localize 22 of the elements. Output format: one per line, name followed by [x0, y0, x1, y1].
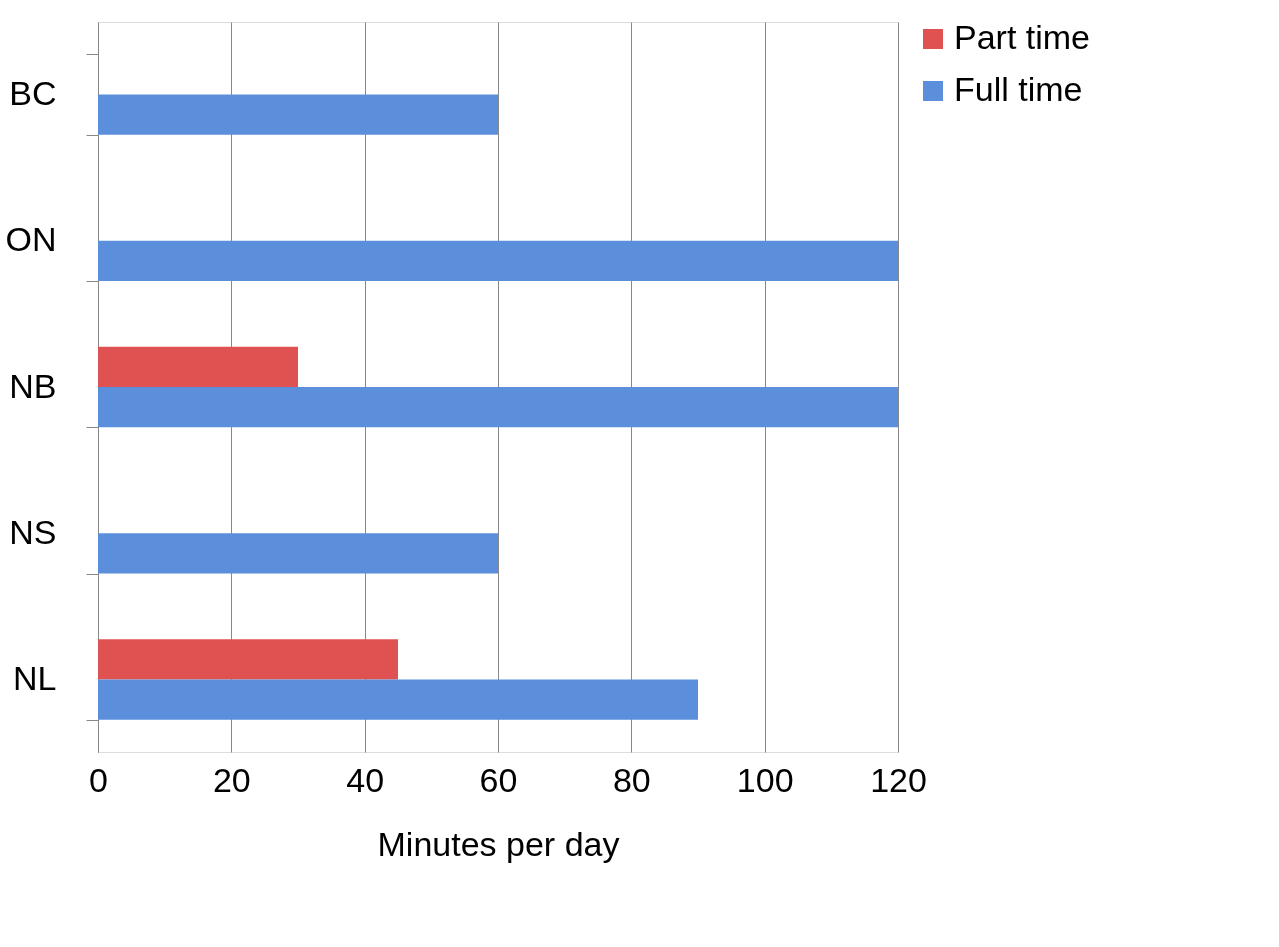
- bar: [98, 639, 398, 680]
- x-tick-label: 100: [736, 760, 794, 799]
- x-axis-title: Minutes per day: [377, 824, 620, 863]
- x-tick-label: 0: [89, 760, 108, 799]
- x-tick-label: 40: [346, 760, 385, 799]
- x-tick-label: 120: [870, 760, 927, 799]
- bar: [98, 679, 698, 720]
- bar: [98, 533, 498, 574]
- x-tick-label: 60: [479, 760, 518, 799]
- x-tick-label: 80: [612, 760, 651, 799]
- y-tick-label: BC: [9, 73, 57, 112]
- bar: [98, 387, 898, 428]
- y-tick-label: NS: [9, 512, 57, 551]
- x-tick-label: 20: [212, 760, 251, 799]
- legend-label: Full time: [954, 70, 1083, 108]
- bar: [98, 94, 498, 135]
- legend-label: Part time: [954, 18, 1091, 56]
- bar: [98, 240, 898, 281]
- bar: [98, 346, 298, 387]
- y-tick-label: NL: [13, 659, 57, 698]
- y-tick-label: ON: [5, 220, 57, 259]
- y-tick-label: NB: [9, 366, 57, 405]
